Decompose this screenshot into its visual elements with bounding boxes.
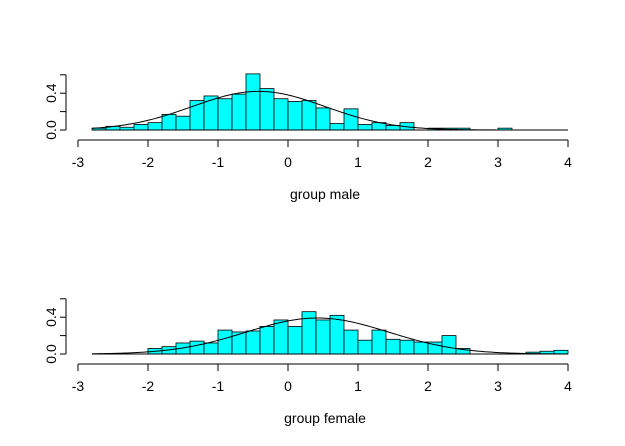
female-bar [441, 335, 457, 355]
female-bar [189, 340, 205, 355]
female-y-axis: 0.0 0.4 [43, 298, 67, 364]
female-x-tick-label: 0 [284, 378, 292, 394]
female-density-curve [91, 317, 569, 355]
male-x-tick-label: 4 [564, 154, 572, 170]
male-bar [147, 122, 163, 131]
female-bar [357, 339, 373, 355]
male-bar [315, 107, 331, 131]
male-x-tick-label: -1 [212, 154, 225, 170]
male-density-curve [91, 90, 568, 131]
female-bar [231, 331, 247, 355]
female-bar [273, 319, 289, 355]
female-x-tick-label: -3 [72, 378, 85, 394]
female-x-tick-label: 1 [354, 378, 362, 394]
male-y-axis: 0.0 0.4 [43, 74, 67, 140]
female-bar [315, 319, 331, 355]
male-x-tick-label: -3 [72, 154, 85, 170]
male-bar [301, 100, 317, 131]
male-bar [343, 108, 359, 131]
male-bar [245, 73, 261, 131]
female-bar [203, 342, 219, 355]
female-panel: -3 -2 -1 0 1 2 3 4 0.0 0.4 group female [43, 298, 572, 426]
female-histogram-bars [147, 311, 569, 355]
male-x-tick-label: -2 [142, 154, 155, 170]
male-bar [161, 113, 177, 131]
male-bar [203, 95, 219, 131]
male-x-axis: -3 -2 -1 0 1 2 3 4 [72, 139, 572, 170]
male-x-tick-label: 2 [424, 154, 432, 170]
male-y-tick-label: 0.0 [43, 120, 59, 140]
female-bar [217, 329, 233, 355]
female-bar [399, 339, 415, 355]
female-bar [287, 325, 303, 355]
female-x-tick-label: 2 [424, 378, 432, 394]
female-bar [371, 329, 387, 355]
male-bar [329, 123, 345, 131]
female-bar [343, 329, 359, 355]
female-bar [413, 341, 429, 355]
male-bar [273, 98, 289, 131]
male-y-tick-label: 0.4 [43, 83, 59, 103]
male-x-tick-label: 1 [354, 154, 362, 170]
female-x-tick-label: -2 [142, 378, 155, 394]
female-x-axis-label: group female [284, 410, 366, 426]
male-panel: -3 -2 -1 0 1 2 3 4 0.0 0.4 group male [43, 73, 572, 202]
female-x-tick-label: 4 [564, 378, 572, 394]
male-bar [217, 98, 233, 131]
female-bar [385, 338, 401, 355]
male-bar [357, 124, 373, 131]
male-bar [259, 88, 275, 131]
female-bar [329, 314, 345, 355]
female-y-tick-label: 0.0 [43, 344, 59, 364]
male-bar [133, 124, 149, 131]
female-x-tick-label: 3 [494, 378, 502, 394]
male-bar [175, 115, 191, 131]
female-y-tick-label: 0.4 [43, 307, 59, 327]
female-x-tick-label: -1 [212, 378, 225, 394]
male-x-axis-label: group male [290, 186, 360, 202]
female-bar [245, 330, 261, 355]
male-bar [231, 93, 247, 131]
male-histogram-bars [91, 73, 513, 131]
male-x-tick-label: 0 [284, 154, 292, 170]
female-x-axis: -3 -2 -1 0 1 2 3 4 [72, 363, 572, 394]
female-bar [259, 325, 275, 355]
male-bar [287, 101, 303, 131]
male-x-tick-label: 3 [494, 154, 502, 170]
